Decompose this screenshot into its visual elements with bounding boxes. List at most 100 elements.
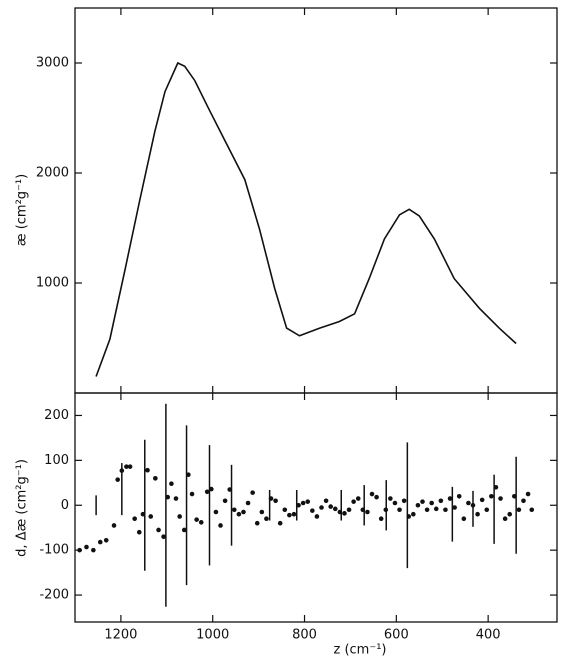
data-point bbox=[516, 507, 522, 513]
data-point bbox=[227, 487, 232, 492]
data-point bbox=[97, 539, 103, 545]
spectrum-line bbox=[95, 61, 517, 377]
data-point bbox=[388, 496, 393, 501]
data-point bbox=[273, 498, 278, 504]
data-point bbox=[231, 507, 237, 513]
data-point bbox=[236, 511, 242, 517]
data-point bbox=[420, 499, 425, 504]
data-point bbox=[392, 500, 398, 506]
y-tick-label: 0 bbox=[61, 498, 69, 513]
data-point bbox=[161, 534, 166, 539]
data-point bbox=[424, 507, 430, 513]
data-point bbox=[156, 527, 161, 533]
y-tick-label: 1000 bbox=[36, 276, 69, 291]
data-point bbox=[433, 506, 439, 512]
data-point bbox=[479, 497, 485, 503]
data-point bbox=[204, 489, 210, 495]
data-point bbox=[198, 520, 204, 525]
top-y-label: æ (cm²g⁻¹) bbox=[15, 174, 30, 246]
data-point bbox=[132, 516, 137, 522]
data-point bbox=[218, 523, 223, 528]
data-point bbox=[365, 509, 370, 515]
data-point bbox=[498, 496, 503, 501]
data-point bbox=[254, 520, 260, 526]
data-point bbox=[291, 511, 297, 517]
data-point bbox=[328, 504, 333, 509]
data-point bbox=[369, 491, 375, 497]
data-point bbox=[346, 507, 352, 513]
y-tick-label: 100 bbox=[44, 453, 69, 468]
top-frame bbox=[74, 7, 558, 394]
data-point bbox=[489, 493, 494, 499]
data-point bbox=[429, 500, 434, 506]
x-tick-label: 400 bbox=[476, 628, 501, 643]
data-point bbox=[264, 516, 269, 522]
data-point bbox=[103, 537, 109, 543]
data-point bbox=[194, 517, 199, 522]
data-point bbox=[319, 505, 324, 510]
data-point bbox=[115, 477, 120, 482]
y-tick-label: 3000 bbox=[36, 56, 69, 71]
data-point bbox=[383, 507, 389, 513]
data-point bbox=[305, 499, 311, 504]
data-point bbox=[77, 547, 82, 553]
data-point bbox=[466, 500, 471, 506]
x-tick-label: 800 bbox=[292, 628, 317, 643]
x-tick-label: 600 bbox=[384, 628, 409, 643]
data-point bbox=[268, 496, 274, 501]
y-tick-label: -200 bbox=[39, 588, 69, 603]
data-point bbox=[406, 514, 412, 519]
data-point bbox=[310, 508, 315, 513]
data-point bbox=[282, 507, 288, 513]
data-point bbox=[351, 499, 356, 504]
data-point bbox=[84, 544, 89, 550]
data-point bbox=[332, 506, 338, 512]
data-point bbox=[470, 502, 476, 508]
data-point bbox=[296, 502, 301, 508]
data-point bbox=[493, 484, 499, 490]
data-point bbox=[127, 464, 133, 469]
data-point bbox=[287, 512, 292, 518]
data-point bbox=[337, 509, 343, 515]
data-point bbox=[222, 498, 228, 504]
x-axis-label: z (cm⁻¹) bbox=[334, 643, 387, 658]
data-point bbox=[119, 468, 125, 473]
data-point bbox=[529, 507, 535, 513]
data-point bbox=[177, 514, 182, 519]
data-point bbox=[401, 498, 407, 504]
data-point bbox=[209, 486, 214, 492]
y-tick-label: 2000 bbox=[36, 166, 69, 181]
data-point bbox=[91, 547, 96, 553]
data-point bbox=[512, 493, 517, 499]
y-tick-label: -100 bbox=[39, 543, 69, 558]
data-point bbox=[507, 511, 513, 517]
data-point bbox=[173, 496, 179, 501]
data-point bbox=[397, 507, 402, 513]
data-point bbox=[443, 507, 448, 513]
data-point bbox=[521, 498, 526, 504]
data-point bbox=[411, 511, 416, 517]
x-tick-label: 1200 bbox=[104, 628, 137, 643]
data-point bbox=[342, 511, 347, 516]
data-point bbox=[259, 509, 265, 515]
data-point bbox=[277, 520, 283, 526]
data-point bbox=[213, 509, 219, 515]
data-point bbox=[148, 514, 154, 519]
data-point bbox=[250, 490, 255, 495]
data-point bbox=[136, 529, 142, 535]
data-point bbox=[447, 496, 453, 501]
data-point bbox=[484, 507, 490, 513]
data-point bbox=[186, 472, 191, 478]
data-point bbox=[153, 476, 158, 481]
data-point bbox=[111, 523, 117, 528]
data-point bbox=[525, 491, 531, 497]
data-point bbox=[475, 511, 480, 517]
data-point bbox=[181, 527, 187, 533]
data-point bbox=[355, 496, 361, 501]
data-point bbox=[169, 481, 174, 487]
bottom-frame bbox=[74, 392, 558, 623]
x-tick-label: 1000 bbox=[196, 628, 229, 643]
data-point bbox=[456, 493, 462, 499]
data-point bbox=[438, 498, 444, 504]
